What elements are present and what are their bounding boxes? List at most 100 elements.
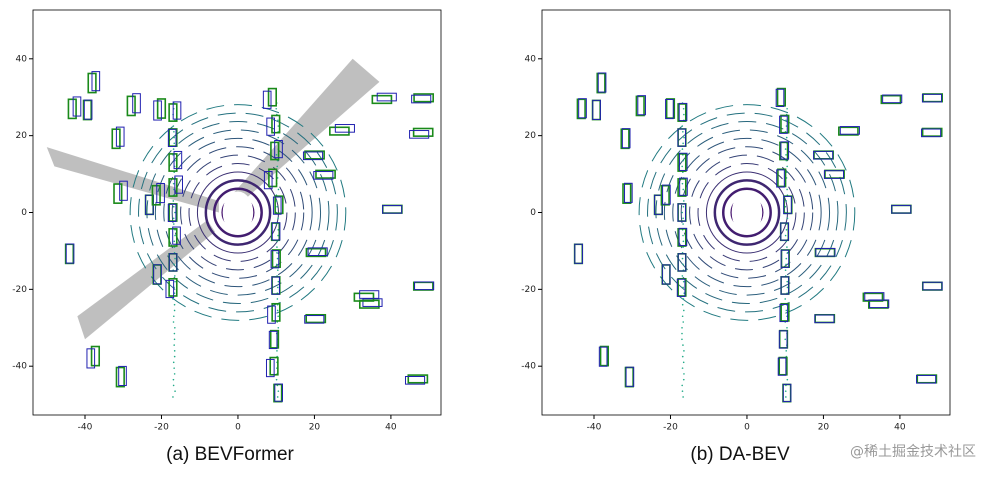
lidar-point [786, 107, 788, 110]
lidar-point [784, 298, 787, 300]
gt-box [407, 374, 429, 384]
lidar-point [172, 125, 175, 127]
lidar-point [785, 228, 788, 231]
gt-box [916, 374, 938, 384]
gt-box [305, 247, 327, 258]
lidar-point [784, 338, 787, 341]
gt-box [271, 114, 281, 134]
lidar-point [174, 234, 176, 237]
pred-box [922, 281, 943, 291]
lidar-point [786, 246, 788, 248]
gt-box [622, 183, 632, 204]
lidar-point [172, 205, 175, 208]
pred-box [780, 141, 790, 160]
lidar-point [785, 257, 788, 260]
lidar-point [276, 246, 278, 248]
ego-vehicle [222, 191, 254, 234]
gt-box [862, 292, 884, 302]
pred-box [625, 366, 635, 387]
x-tick-label: 20 [818, 423, 830, 433]
failure-wedge [226, 58, 380, 209]
gt-box [381, 204, 403, 214]
gt-box [890, 204, 912, 214]
gt-box [596, 72, 606, 94]
pred-box [304, 315, 325, 324]
y-tick-label: -20 [521, 285, 536, 295]
lidar-point [174, 257, 176, 260]
gt-box [353, 292, 375, 302]
pred-box [313, 171, 334, 180]
lidar-point [682, 344, 684, 346]
pred-box [621, 128, 631, 149]
lidar-point [275, 263, 278, 266]
lidar-point [681, 338, 683, 341]
pred-box [779, 115, 788, 134]
lidar-point [173, 367, 175, 369]
x-tick-label: 40 [385, 423, 397, 433]
lidar-ring [138, 112, 338, 313]
pred-box [118, 365, 127, 387]
pred-box [266, 117, 275, 136]
gt-box [838, 126, 859, 136]
lidar-point [785, 154, 787, 156]
pred-box [813, 150, 834, 160]
gt-box [168, 178, 178, 197]
lidar-point [681, 390, 684, 392]
lidar-point [682, 361, 685, 364]
lidar-point [681, 355, 684, 358]
pred-box [815, 247, 836, 257]
lidar-point [784, 234, 787, 237]
lidar-point [172, 298, 174, 300]
lidar-ring [171, 146, 305, 279]
pred-box [574, 243, 583, 264]
lidar-point [277, 217, 279, 220]
lidar-ring [212, 187, 263, 238]
gt-box [115, 366, 125, 388]
gt-box [921, 281, 943, 291]
lidar-point [681, 211, 684, 214]
pred-box [167, 128, 177, 148]
pred-box [921, 128, 942, 138]
gt-box [64, 243, 75, 265]
lidar-point [682, 321, 685, 323]
lidar-ring [663, 129, 831, 296]
lidar-ring [638, 104, 856, 321]
pred-box [132, 93, 141, 114]
lidar-point [277, 119, 279, 122]
pred-box [272, 196, 282, 215]
gt-box [779, 141, 789, 161]
lidar-ring [705, 171, 788, 254]
gt-box [412, 281, 434, 291]
gt-box [620, 128, 630, 150]
gt-box [271, 249, 281, 268]
gt-box [412, 127, 434, 137]
pred-box [677, 203, 687, 222]
gt-box [315, 169, 336, 179]
pred-box [839, 126, 860, 135]
x-tick-label: -40 [78, 423, 93, 433]
gt-box [780, 114, 790, 134]
pred-box [267, 305, 276, 324]
pred-box [376, 92, 397, 102]
gt-box [274, 195, 284, 215]
lidar-point [786, 171, 788, 173]
gt-box [780, 302, 790, 322]
pred-box [172, 101, 182, 120]
lidar-point [276, 350, 278, 352]
gt-box [599, 345, 610, 367]
gt-box [151, 184, 161, 206]
watermark: @稀土掘金技术社区 [850, 444, 976, 460]
lidar-point [277, 234, 279, 237]
lidar-point [681, 125, 684, 127]
pred-box [302, 151, 324, 161]
gt-box [305, 313, 327, 324]
lidar-ring [647, 112, 847, 313]
lidar-point [277, 188, 280, 191]
gt-box [776, 87, 786, 107]
lidar-point [681, 303, 684, 306]
pred-box [578, 98, 587, 119]
pred-box [676, 278, 686, 297]
gt-box [677, 253, 687, 272]
lidar-point [682, 234, 684, 237]
